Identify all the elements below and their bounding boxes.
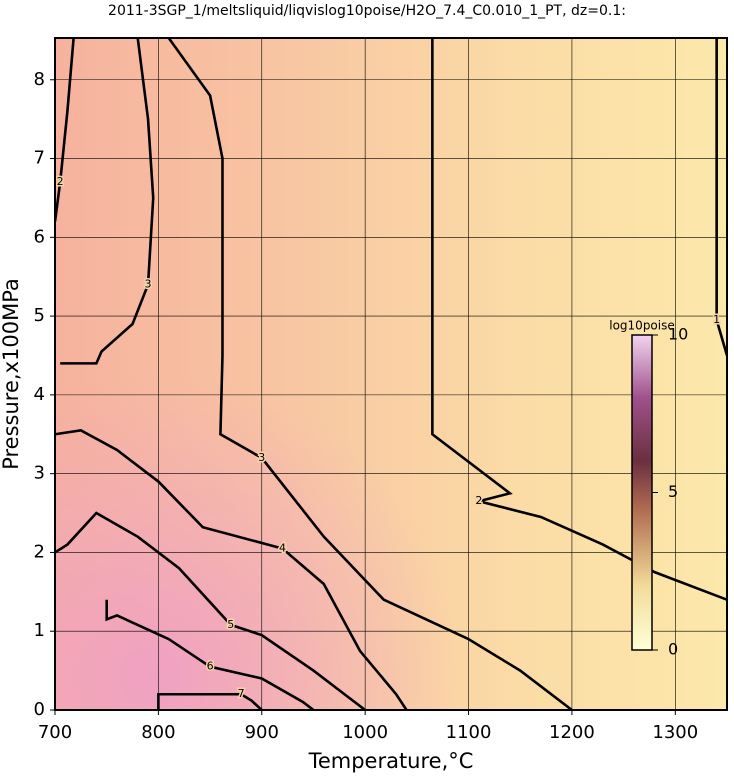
x-tick-label: 1300 <box>652 722 698 743</box>
contour-line <box>715 38 727 356</box>
contour-line <box>55 428 408 710</box>
plot-frame <box>54 37 728 711</box>
x-axis-title: Temperature,°C <box>308 749 474 773</box>
y-tick-label: 4 <box>34 384 45 405</box>
plot-shading <box>55 38 727 710</box>
contour-label: 3 <box>258 451 265 464</box>
x-tick-label: 800 <box>141 722 175 743</box>
plot-area: 1 2 2 3 3 4 5 6 7 <box>55 38 727 710</box>
y-tick-label: 6 <box>34 226 45 247</box>
contour-line <box>55 38 75 222</box>
x-tick-label: 1000 <box>342 722 388 743</box>
x-tick-label: 700 <box>38 722 72 743</box>
y-tick-label: 3 <box>34 463 45 484</box>
colorbar-tick-label: 0 <box>668 640 678 659</box>
colorbar-title: log10poise <box>609 319 675 333</box>
contour-label: 5 <box>227 618 234 631</box>
contour-line <box>55 511 366 710</box>
x-tick-label: 900 <box>245 722 279 743</box>
x-tick-label: 1100 <box>446 722 492 743</box>
x-tick-label: 1200 <box>549 722 595 743</box>
contour-label: 2 <box>475 494 482 507</box>
colorbar <box>631 334 653 651</box>
contour-label: 6 <box>207 660 214 673</box>
contour-line <box>60 38 155 365</box>
colorbar-tick-label: 5 <box>668 482 678 501</box>
contour-line <box>157 692 263 710</box>
contour-label: 3 <box>145 278 152 291</box>
contour-line <box>105 599 315 710</box>
contour-label: 1 <box>713 313 720 326</box>
contour-label: 7 <box>238 687 245 700</box>
colorbar-tick-label: 10 <box>668 325 688 344</box>
y-tick-label: 2 <box>34 541 45 562</box>
y-tick-label: 0 <box>34 699 45 720</box>
contour-label: 4 <box>279 541 286 554</box>
chart-title: 2011-3SGP_1/meltsliquid/liqvislog10poise… <box>108 3 626 19</box>
y-tick-label: 7 <box>34 148 45 169</box>
y-tick-label: 1 <box>34 620 45 641</box>
y-tick-label: 5 <box>34 305 45 326</box>
y-axis-title: Pressure,x100MPa <box>0 278 23 470</box>
y-tick-label: 8 <box>34 69 45 90</box>
contour-label: 2 <box>57 175 64 188</box>
contour-line <box>167 38 573 710</box>
